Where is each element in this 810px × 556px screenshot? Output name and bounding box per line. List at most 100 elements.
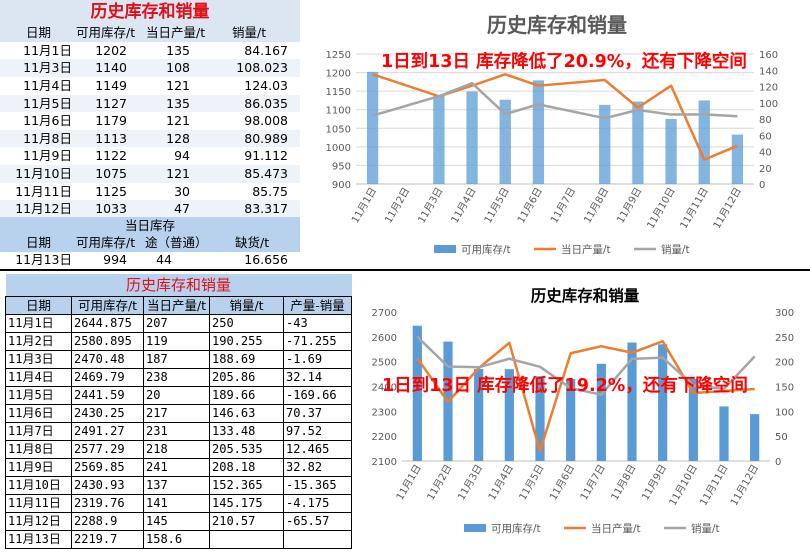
table-cell: 83.317	[244, 201, 288, 217]
table-row: 11月6日 1179 121 98.008	[0, 112, 300, 130]
bottom-chart-title: 历史库存和销量	[530, 287, 640, 305]
bar	[535, 376, 545, 461]
bar	[596, 363, 606, 461]
series-line	[416, 340, 755, 453]
x-tick-label: 11月6日	[547, 463, 577, 503]
top-chart: 历史库存和销量 900 950 1000 1050 1100 1150 1200 1250 0 2…	[304, 0, 810, 268]
bar	[632, 101, 644, 184]
x-tick-label: 11月1日	[349, 186, 379, 226]
legend-label: 可用库存/t	[491, 522, 541, 535]
table-cell: 47	[174, 201, 190, 217]
table-cell: 30	[174, 183, 190, 199]
table-cell: 1075	[95, 165, 127, 181]
table-cell: 135	[166, 42, 190, 58]
legend-label: 销量/t	[691, 522, 720, 535]
table-cell: 231	[143, 422, 210, 441]
table-cell: 1179	[95, 113, 127, 129]
y-right-tick-label: 300	[775, 308, 794, 319]
legend-label: 当日产量/t	[591, 522, 641, 535]
table-row: 11月10日 2430.93 137 152.365 -15.365	[5, 476, 352, 495]
table-row: 11月10日 1075 121 85.473	[0, 164, 300, 183]
x-tick-label: 11月7日	[578, 463, 608, 503]
table-row: 11月5日 2441.59 20 189.66 -169.66	[5, 386, 352, 405]
table-cell: 85.473	[244, 165, 288, 181]
header-cell: 销量/t	[209, 296, 284, 315]
y-right-tick-label: 120	[759, 83, 778, 94]
table-cell: 11月9日	[23, 148, 72, 164]
y-left-tick-label: 2400	[372, 383, 397, 394]
bar	[719, 406, 729, 461]
header-cell: 可用库存/t	[71, 296, 144, 315]
table-cell: 2569.85	[71, 458, 144, 477]
table-cell: 1140	[95, 60, 127, 76]
bar	[688, 378, 698, 461]
table-row: 11月4日 2469.79 238 205.86 32.14	[5, 368, 352, 387]
table-cell: 1113	[95, 130, 127, 146]
table-row: 11月12日 2288.9 145 210.57 -65.57	[5, 512, 352, 531]
header-cell: 销量/t	[232, 25, 267, 40]
current-stock-header: 日期 可用库存/t 途（普通） 缺货/t	[0, 234, 300, 252]
table-cell: 250	[209, 314, 284, 333]
x-tick-label: 11月12日	[711, 186, 744, 231]
bar	[658, 344, 668, 461]
table-cell: 97.52	[283, 422, 352, 441]
table-cell: 1033	[95, 201, 127, 217]
x-tick-label: 11月12日	[728, 463, 761, 508]
table-cell: 86.035	[244, 95, 288, 111]
table-row: 11月3日 1140 108 108.023	[0, 59, 300, 77]
table-cell: 238	[143, 368, 210, 387]
header-cell: 日期	[26, 235, 52, 250]
table-cell: 145	[143, 512, 210, 531]
top-table: 历史库存和销量 日期 可用库存/t 当日产量/t 销量/t 11月1日 1202 1…	[0, 0, 300, 270]
header-cell: 日期	[5, 296, 72, 315]
table-row: 11月11日 2319.76 141 145.175 -4.175	[5, 494, 352, 513]
table-cell: 2491.27	[71, 422, 144, 441]
table-cell: 145.175	[209, 494, 284, 513]
y-left-tick-label: 1250	[326, 50, 351, 61]
y-left-tick-label: 2500	[372, 358, 397, 369]
legend-label: 销量/t	[661, 243, 690, 256]
table-cell: 121	[166, 113, 190, 129]
y-right-tick-label: 20	[759, 164, 772, 175]
table-cell: -43	[283, 314, 352, 333]
table-row: 11月12日 1033 47 83.317	[0, 200, 300, 218]
y-right-tick-label: 0	[759, 180, 765, 191]
y-left-tick-label: 1050	[326, 124, 351, 135]
table-cell: 119	[143, 332, 210, 351]
x-tick-label: 11月4日	[449, 186, 479, 226]
x-tick-label: 11月9日	[615, 186, 645, 226]
x-tick-label: 11月2日	[425, 463, 455, 503]
table-cell: 205.86	[209, 368, 284, 387]
table-cell: 44	[156, 252, 172, 267]
table-cell: 152.365	[209, 476, 284, 495]
table-row: 11月1日 1202 135 84.167	[0, 42, 300, 60]
top-table-title: 历史库存和销量	[0, 0, 300, 24]
table-cell: 11月4日	[5, 368, 72, 387]
header-cell: 可用库存/t	[76, 25, 136, 40]
y-left-tick-label: 950	[332, 161, 351, 172]
top-table-header: 日期 可用库存/t 当日产量/t 销量/t	[0, 24, 300, 42]
table-cell: 217	[143, 404, 210, 423]
table-cell: 1127	[95, 95, 127, 111]
top-chart-svg: 900 950 1000 1050 1100 1150 1200 1250 0 20 40 60 80 1…	[326, 50, 779, 256]
table-cell: 85.75	[252, 183, 288, 199]
y-right-tick-label: 100	[759, 99, 778, 110]
legend-label: 当日产量/t	[561, 243, 611, 256]
table-cell: 1149	[95, 77, 127, 93]
table-row: 11月11日 1125 30 85.75	[0, 183, 300, 201]
table-cell: 1125	[95, 183, 127, 199]
x-tick-label: 11月8日	[581, 186, 611, 226]
x-tick-label: 11月2日	[382, 186, 412, 226]
bar	[466, 91, 478, 184]
table-row: 11月1日 2644.875 207 250 -43	[5, 314, 352, 333]
table-cell: 2219.7	[71, 530, 144, 549]
header-cell: 当日产量/t	[146, 25, 206, 40]
bar	[412, 325, 422, 461]
x-tick-label: 11月9日	[639, 463, 669, 503]
bar	[627, 342, 637, 461]
table-cell: 11月4日	[23, 77, 72, 93]
table-cell: 210.57	[209, 512, 284, 531]
y-right-tick-label: 50	[775, 432, 788, 443]
y-left-tick-label: 1200	[326, 69, 351, 80]
table-row: 11月9日 2569.85 241 208.18 32.82	[5, 458, 352, 477]
